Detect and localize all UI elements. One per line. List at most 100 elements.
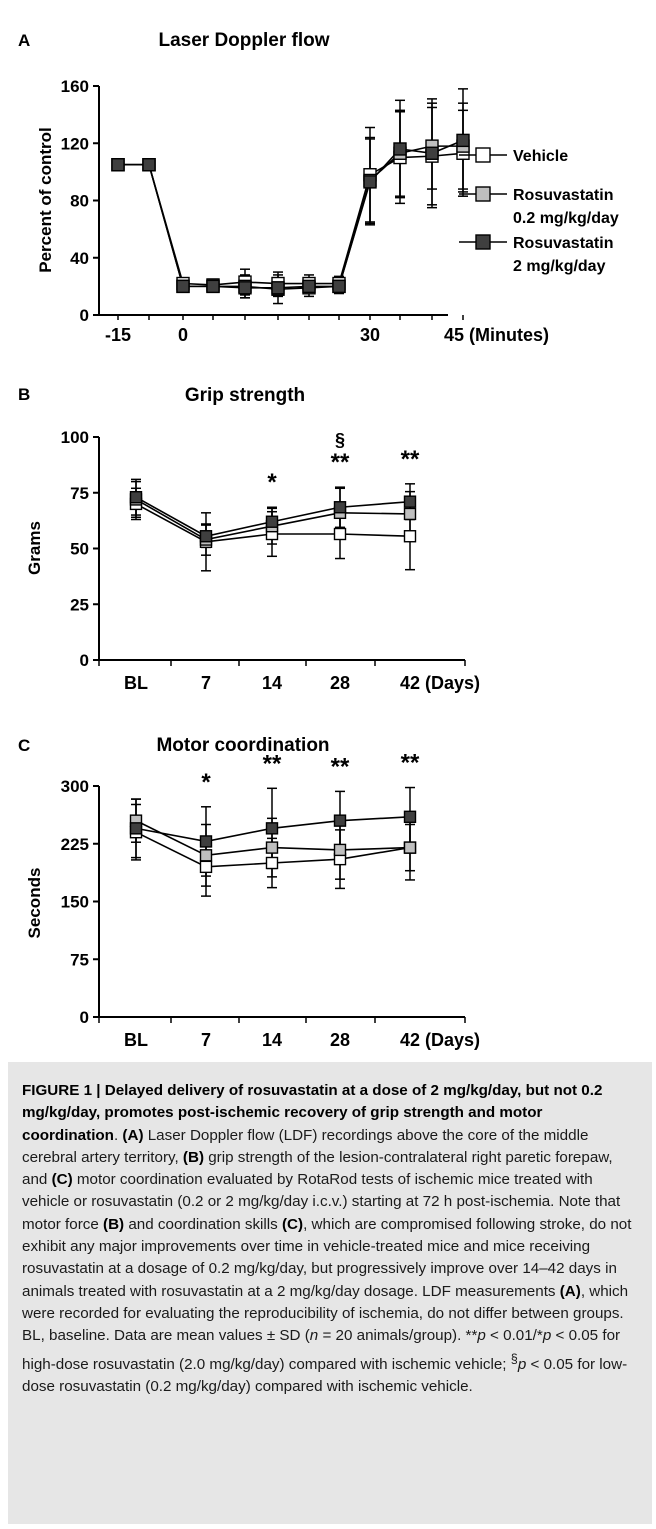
y-tick-label: 120 [61, 134, 89, 153]
legend-swatch [475, 234, 491, 250]
caption-text: Laser Doppler flow (LDF) recordings abov… [22, 1126, 589, 1166]
series-marker [111, 158, 125, 172]
x-tick-label: 7 [201, 673, 211, 693]
legend-swatch [475, 147, 491, 163]
series-marker [425, 146, 439, 160]
series-marker [265, 841, 279, 854]
series-marker [456, 133, 470, 148]
caption-title: FIGURE 1 | Delayed delivery of rosuvasta… [22, 1082, 603, 1144]
legend-sublabel: 0.2 mg/kg/day [513, 210, 619, 227]
series-marker [393, 142, 407, 156]
series-marker [332, 279, 346, 294]
caption-text: motor coordination evaluated by RotaRod … [22, 1171, 621, 1233]
chart-panel-c: C Motor coordination 0 75 150 225 300 Seconds BL… [18, 735, 480, 1050]
series-marker [265, 856, 279, 870]
chart-title: Laser Doppler flow [158, 30, 329, 51]
y-tick-label: 300 [61, 777, 89, 796]
legend-label: Rosuvastatin [513, 235, 613, 252]
series-marker [265, 822, 279, 835]
x-tick-label: 42 (Days) [400, 673, 480, 693]
caption-text: < 0.05 for high-dose rosuvastatin (2.0 m… [22, 1327, 621, 1373]
series-marker [238, 281, 252, 295]
legend-label: Rosuvastatin [513, 187, 613, 204]
series-marker [199, 860, 213, 874]
y-tick-label: 75 [70, 484, 89, 503]
y-tick-label: 0 [80, 651, 89, 670]
x-tick-label: BL [124, 673, 148, 693]
series-marker [333, 843, 347, 857]
series-marker [265, 515, 279, 528]
series-line [118, 139, 464, 289]
legend-label: Vehicle [513, 148, 568, 165]
series-marker [333, 814, 347, 827]
y-tick-label: 0 [80, 1008, 89, 1027]
y-tick-label: 50 [70, 540, 89, 559]
caption-background [8, 1062, 652, 1524]
x-tick-label: BL [124, 1030, 148, 1050]
chart-title: Grip strength [185, 385, 305, 406]
caption-text: < 0.01/* [485, 1327, 543, 1345]
x-tick-label: 7 [201, 1030, 211, 1050]
caption-italic: p [542, 1327, 552, 1345]
caption-italic: p [477, 1327, 486, 1345]
panel-letter: A [18, 31, 30, 50]
y-tick-label: 160 [61, 77, 89, 96]
chart-title: Motor coordination [156, 735, 329, 756]
caption-ref-b: (B) [103, 1215, 125, 1233]
x-tick-label: 42 (Days) [400, 1030, 480, 1050]
y-axis-title: Percent of control [36, 127, 55, 272]
series-marker [333, 527, 347, 541]
caption-text: , which were recorded for evaluating the… [22, 1282, 629, 1345]
caption-text: . [113, 1126, 123, 1144]
panel-letter: C [18, 736, 30, 755]
series-marker [199, 849, 213, 862]
y-tick-label: 80 [70, 192, 89, 211]
series-marker [199, 835, 213, 848]
x-tick-label: 28 [330, 1030, 350, 1050]
series-marker [129, 822, 143, 835]
panel-letter: B [18, 385, 30, 404]
caption-ref-b: (B) [182, 1148, 205, 1166]
series-marker [403, 507, 417, 521]
series-line [118, 145, 463, 291]
significance-marker: * [267, 469, 277, 496]
chart-panel-b: B Grip strength 0 25 50 75 100 Grams BL 7 14 28 42 (… [18, 385, 480, 693]
caption-ref-a: (A) [122, 1126, 144, 1144]
caption-italic: n [309, 1327, 319, 1345]
series-marker [403, 810, 417, 823]
legend-sublabel: 2 mg/kg/day [513, 258, 606, 275]
series-marker [176, 279, 190, 294]
caption-text: and coordination skills [124, 1215, 282, 1233]
significance-marker: ** [263, 750, 282, 777]
y-tick-label: 0 [80, 306, 89, 325]
caption-text: = 20 animals/group). ** [318, 1327, 478, 1345]
y-tick-label: 40 [70, 249, 89, 268]
series-marker [206, 279, 220, 294]
y-tick-label: 150 [61, 893, 89, 912]
series-marker [302, 279, 316, 294]
series-marker [403, 530, 417, 543]
series-line [118, 152, 464, 286]
caption-section-mark: § [510, 1351, 518, 1366]
series-marker [142, 158, 156, 172]
series-marker [403, 495, 417, 508]
significance-marker: * [201, 769, 211, 796]
significance-marker: ** [401, 446, 420, 473]
x-tick-label: -15 [105, 325, 131, 345]
y-axis-title: Grams [25, 521, 44, 575]
figure-caption: FIGURE 1 | Delayed delivery of rosuvasta… [22, 1080, 638, 1398]
series-marker [363, 175, 377, 189]
series-marker [333, 501, 347, 514]
significance-marker: ** [401, 750, 420, 777]
caption-ref-c: (C) [51, 1171, 73, 1189]
series-marker [129, 491, 143, 504]
significance-marker: ** [331, 449, 350, 476]
significance-marker: § [335, 430, 345, 450]
x-tick-label: 0 [178, 325, 188, 345]
caption-text: grip strength of the lesion-contralatera… [22, 1148, 613, 1189]
legend-swatch [475, 186, 491, 202]
y-tick-label: 75 [70, 950, 89, 969]
caption-text: , which are compromised following stroke… [22, 1215, 632, 1300]
caption-text: < 0.05 for low-dose rosuvastatin (0.2 mg… [22, 1355, 628, 1395]
figure: A Laser Doppler flow 0 40 80 120 160 Percent of… [18, 30, 619, 1050]
